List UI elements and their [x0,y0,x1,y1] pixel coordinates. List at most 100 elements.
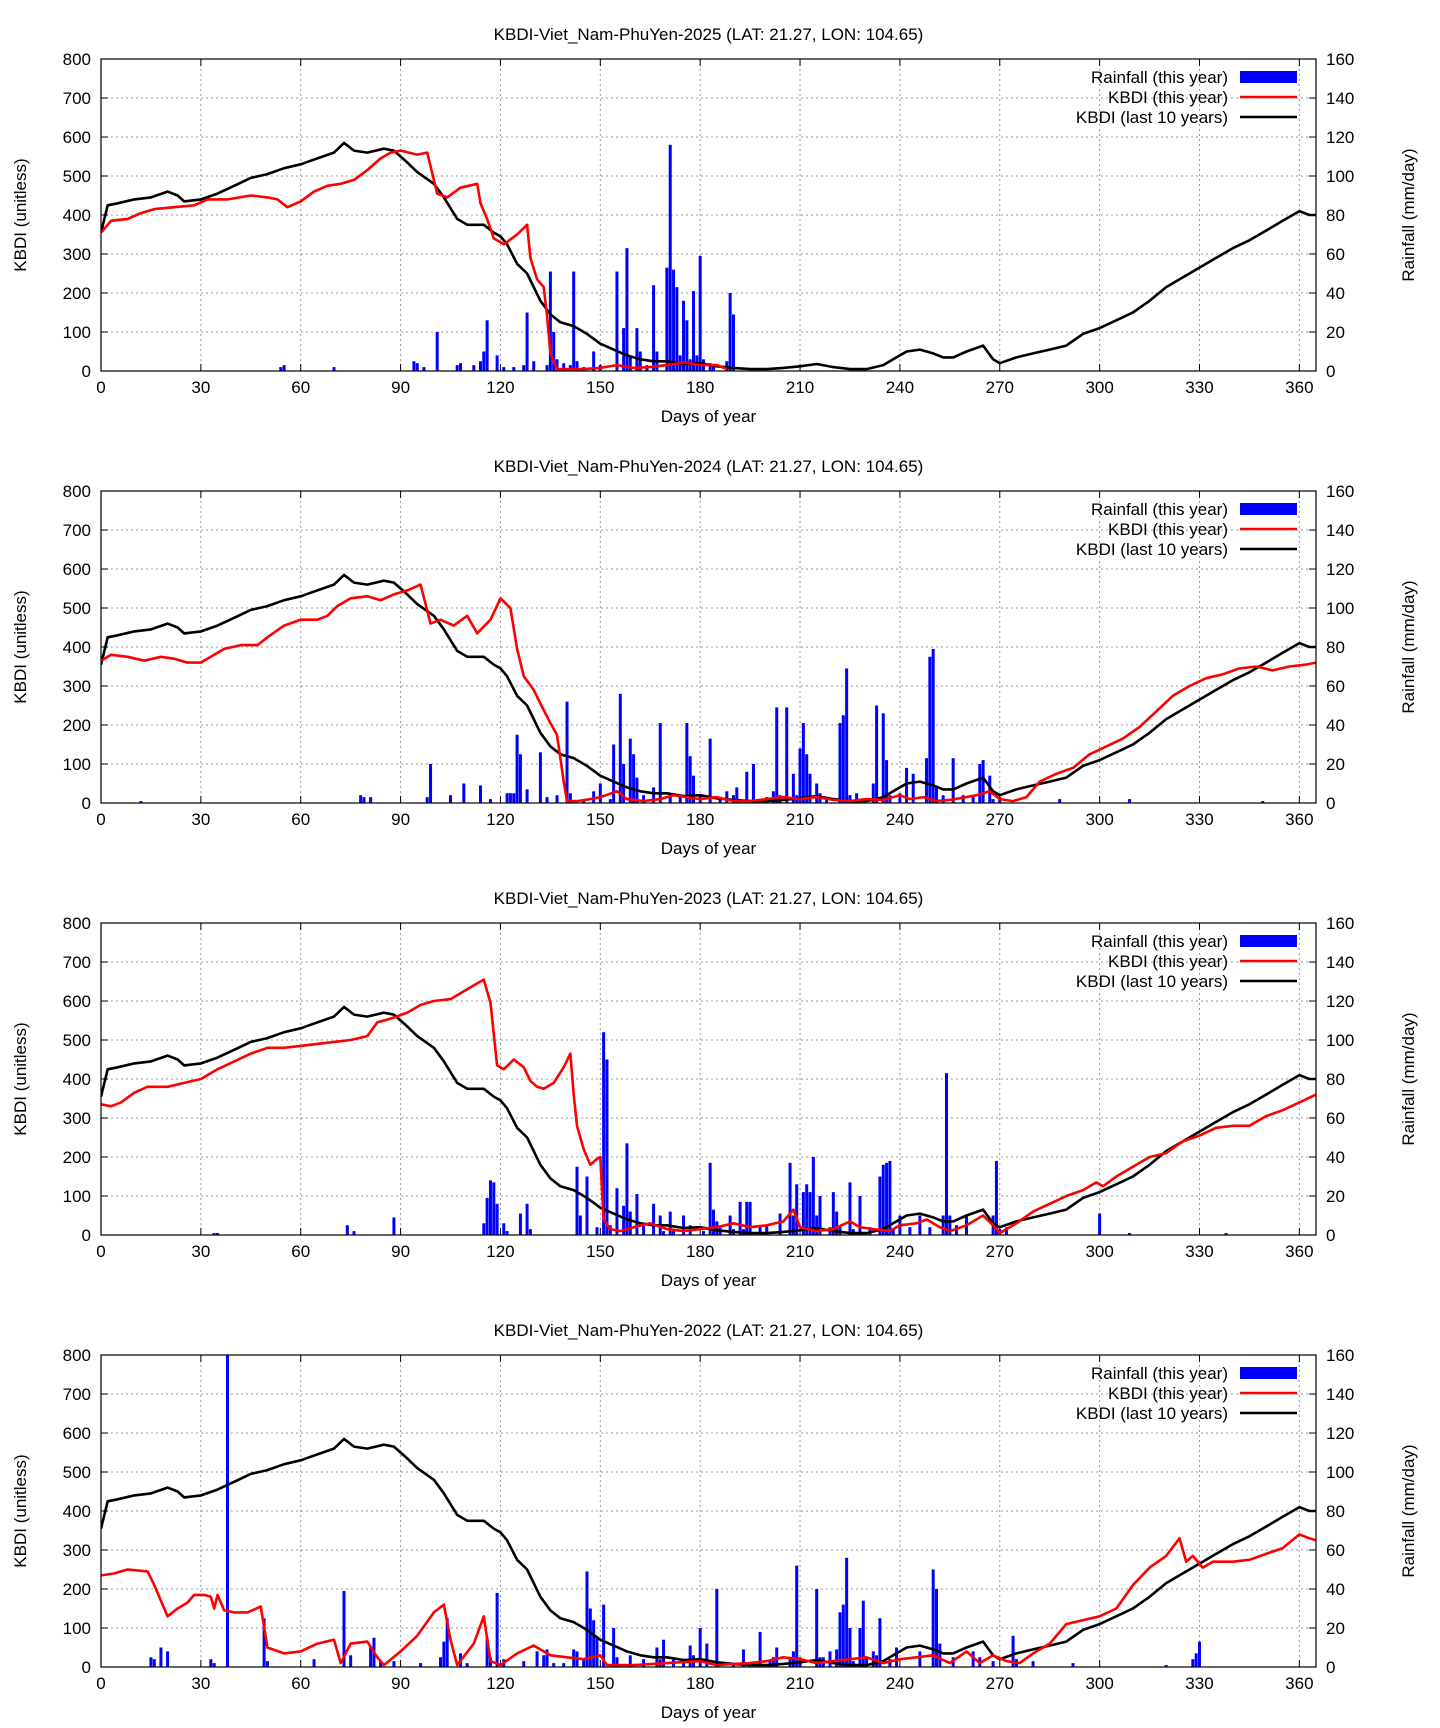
rainfall-bar [618,693,622,803]
x-tick-label: 60 [291,1674,310,1693]
legend-swatch-rainfall [1240,71,1297,83]
rainfall-bar [545,797,549,803]
rainfall-bar [478,785,482,803]
rainfall-bar [592,351,596,371]
y-axis-label: KBDI (unitless) [11,1454,30,1567]
y-tick-label: 300 [63,677,91,696]
rainfall-bar [362,797,366,803]
rainfall-bar [379,1661,383,1667]
rainfall-bar [392,1217,396,1235]
legend-swatch-rainfall [1240,1367,1297,1379]
rainfall-bar [442,1641,446,1667]
x-tick-label: 150 [586,1242,614,1261]
rainfall-bar [642,1659,646,1667]
rainfall-bar [369,797,373,803]
x-tick-label: 30 [191,1242,210,1261]
rainfall-bar [1031,1661,1035,1667]
x-axis-label: Days of year [661,1703,757,1722]
rainfall-bar [568,793,572,803]
plot-border [100,58,1317,372]
rainfall-bar [931,648,935,803]
rainfall-bar [525,789,529,803]
y-tick-label: 400 [63,1070,91,1089]
grid [101,59,1316,371]
rainfall-bar [702,1231,706,1235]
x-tick-label: 180 [686,378,714,397]
rainfall-bar [495,355,499,371]
kbdi-this-year-line [101,583,1316,803]
y2-tick-label: 40 [1326,284,1345,303]
rainfall-bars [279,144,735,371]
rainfall-bar [841,1604,845,1667]
rainfall-bar [978,764,982,803]
rainfall-bar [478,361,482,371]
rainfall-bar [578,1215,582,1235]
rainfall-bar [1004,1227,1008,1235]
rainfall-bar [628,1211,632,1235]
rainfall-bar [502,367,506,371]
rainfall-bar [608,799,612,803]
rainfall-bar [981,760,985,803]
rainfall-bar [891,1229,895,1235]
legend: Rainfall (this year)KBDI (this year)KBDI… [1076,1364,1297,1423]
rainfall-bar [392,1661,396,1667]
rainfall-bar [788,1162,792,1235]
x-tick-label: 300 [1085,810,1113,829]
rainfall-bar [625,248,629,371]
rainfall-bar [918,1651,922,1667]
y2-tick-label: 120 [1326,128,1354,147]
x-tick-label: 150 [586,810,614,829]
rainfall-bar [555,359,559,371]
y-tick-label: 0 [82,794,91,813]
x-tick-label: 0 [96,378,105,397]
rainfall-bar [685,320,689,371]
rainfall-bar [885,760,889,803]
y2-tick-label: 20 [1326,1619,1345,1638]
y-tick-label: 100 [63,1187,91,1206]
rainfall-bar [688,1645,692,1667]
kbdi-this-year-line [101,978,1316,1235]
plot-border [100,1354,1317,1668]
rainfall-bar [791,773,795,803]
rainfall-bar [751,764,755,803]
y2-tick-label: 40 [1326,716,1345,735]
x-tick-label: 300 [1085,1242,1113,1261]
rainfall-bar [1128,799,1132,803]
rainfall-bar [938,1643,942,1667]
y-tick-label: 800 [63,50,91,69]
rainfall-bar [415,363,419,371]
rainfall-bar [795,1184,799,1235]
rainfall-bar [522,1661,526,1667]
plot-border [100,490,1317,804]
chart-panel-1: KBDI-Viet_Nam-PhuYen-2024 (LAT: 21.27, L… [11,457,1418,858]
rainfall-bar [672,1229,676,1235]
kbdi-last-10-years-line [101,141,1316,371]
y2-tick-label: 120 [1326,560,1354,579]
rainfall-bar [778,1213,782,1235]
rainfall-bar [738,1201,742,1235]
rainfall-bar [615,1657,619,1667]
x-tick-label: 60 [291,810,310,829]
rainfall-bar [918,1215,922,1235]
rainfall-bar [1194,1653,1198,1667]
rainfall-bar [838,1612,842,1667]
rainfall-bar [635,328,639,371]
rainfall-bar [552,1663,556,1667]
rainfall-bar [492,1182,496,1235]
y-tick-label: 800 [63,1346,91,1365]
rainfall-bar [602,1032,606,1235]
rainfall-bar [855,793,859,803]
rainfall-bar [668,1211,672,1235]
rainfall-bar [565,701,569,803]
rainfall-bar [682,300,686,371]
x-tick-label: 240 [886,1242,914,1261]
rainfall-bar [342,1590,346,1667]
y-tick-label: 600 [63,560,91,579]
rainfall-bar [459,363,463,371]
rainfall-bar [825,799,829,803]
rainfall-bar [708,363,712,371]
rainfall-bar [775,707,779,803]
y2-tick-label: 160 [1326,914,1354,933]
y2-tick-label: 0 [1326,1658,1335,1677]
rainfall-bar [692,775,696,803]
